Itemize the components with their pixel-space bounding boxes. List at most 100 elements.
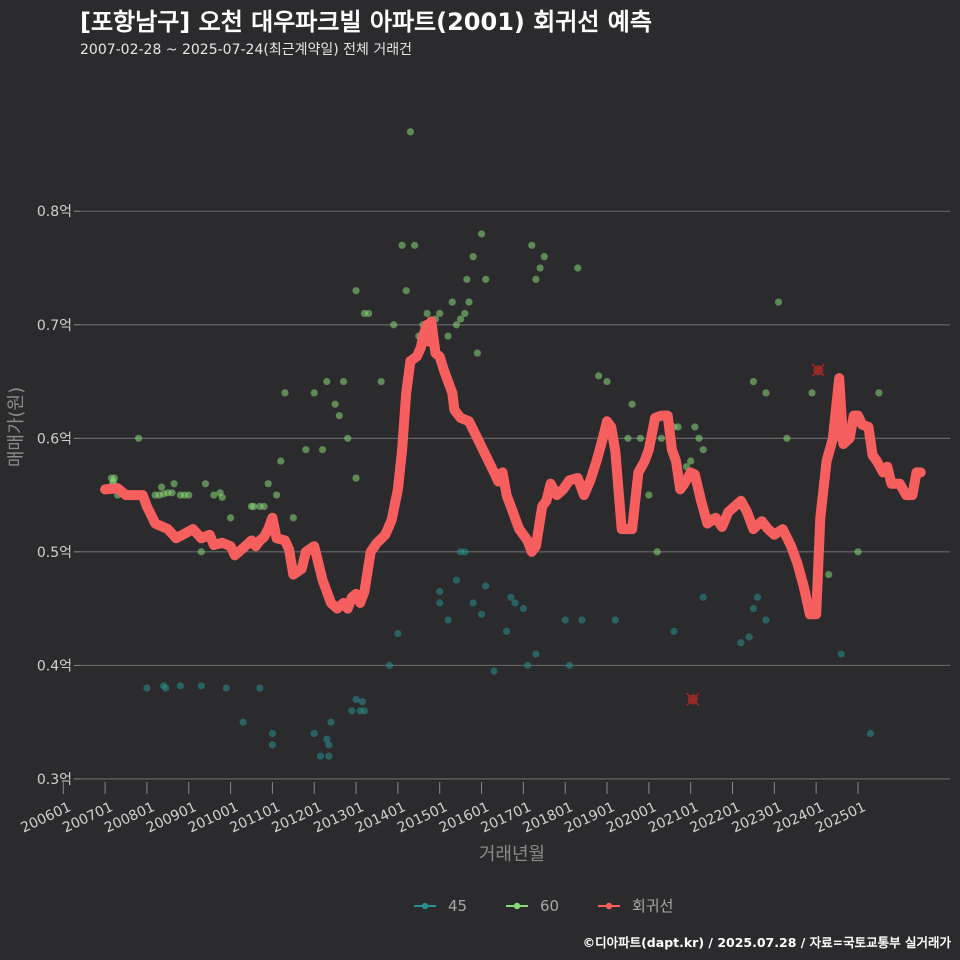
data-point-45 bbox=[143, 684, 151, 692]
data-point-45 bbox=[256, 684, 264, 692]
data-point-60 bbox=[452, 321, 461, 329]
data-point-45 bbox=[503, 627, 511, 635]
data-point-60 bbox=[469, 253, 477, 261]
data-point-45 bbox=[360, 707, 369, 715]
data-point-60 bbox=[783, 434, 791, 442]
x-axis-label: 거래년월 bbox=[479, 844, 545, 865]
data-point-60 bbox=[436, 309, 444, 318]
data-point-60 bbox=[657, 434, 665, 442]
data-point-60 bbox=[875, 389, 883, 397]
data-point-60 bbox=[691, 423, 699, 431]
legend-dot bbox=[421, 902, 429, 910]
data-point-45 bbox=[327, 718, 335, 726]
data-point-45 bbox=[578, 616, 586, 624]
y-tick-label: 0.3억 bbox=[37, 772, 72, 788]
data-point-45 bbox=[519, 605, 527, 613]
data-point-45 bbox=[753, 593, 762, 601]
data-point-60 bbox=[344, 434, 352, 442]
y-tick-label: 0.6억 bbox=[37, 431, 72, 447]
data-point-60 bbox=[854, 548, 862, 556]
data-point-60 bbox=[170, 480, 178, 488]
data-point-60 bbox=[335, 412, 343, 420]
data-point-60 bbox=[595, 372, 603, 380]
regression-line bbox=[100, 316, 926, 620]
data-point-60 bbox=[444, 332, 452, 340]
data-point-45 bbox=[866, 729, 875, 738]
y-tick-label: 0.8억 bbox=[37, 204, 72, 220]
data-point-45 bbox=[737, 639, 745, 647]
data-point-60 bbox=[377, 377, 385, 386]
outlier-cross bbox=[686, 692, 700, 706]
data-point-45 bbox=[477, 610, 486, 618]
data-point-60 bbox=[406, 128, 415, 136]
data-point-45 bbox=[394, 629, 402, 638]
legend-dot bbox=[513, 902, 521, 910]
data-point-60 bbox=[134, 434, 143, 442]
data-point-60 bbox=[310, 389, 318, 397]
data-point-60 bbox=[749, 377, 758, 386]
data-point-60 bbox=[249, 502, 258, 511]
data-point-60 bbox=[318, 446, 327, 454]
data-point-45 bbox=[469, 599, 477, 607]
data-point-60 bbox=[699, 446, 707, 454]
data-point-60 bbox=[110, 474, 118, 482]
data-point-60 bbox=[289, 514, 297, 522]
data-point-60 bbox=[226, 514, 235, 522]
data-point-60 bbox=[260, 502, 268, 511]
data-point-60 bbox=[331, 400, 339, 408]
data-point-45 bbox=[565, 661, 573, 669]
data-point-45 bbox=[461, 548, 469, 556]
data-point-60 bbox=[201, 480, 210, 488]
data-point-60 bbox=[168, 489, 176, 497]
data-point-60 bbox=[323, 377, 331, 386]
data-point-60 bbox=[210, 491, 218, 499]
data-point-60 bbox=[536, 264, 544, 272]
data-point-45 bbox=[268, 729, 277, 738]
data-point-60 bbox=[473, 349, 481, 357]
data-point-60 bbox=[482, 275, 490, 283]
data-point-60 bbox=[774, 298, 783, 306]
data-point-60 bbox=[477, 230, 486, 238]
source-caption: ©디아파트(dapt.kr) / 2025.07.28 / 자료=국토교통부 실… bbox=[583, 935, 952, 950]
data-point-45 bbox=[222, 684, 230, 692]
data-point-45 bbox=[611, 616, 619, 624]
regression-layer bbox=[100, 316, 926, 620]
data-point-60 bbox=[365, 309, 373, 318]
data-point-60 bbox=[423, 309, 431, 318]
data-point-45 bbox=[310, 729, 318, 738]
y-tick-label: 0.4억 bbox=[37, 658, 72, 674]
data-point-45 bbox=[762, 616, 770, 624]
data-point-60 bbox=[465, 298, 473, 306]
data-point-45 bbox=[507, 593, 515, 601]
data-point-45 bbox=[348, 707, 356, 715]
data-point-45 bbox=[749, 605, 758, 613]
data-point-45 bbox=[511, 599, 519, 607]
legend-item-회귀선: 회귀선 bbox=[598, 897, 673, 915]
gridlines bbox=[80, 210, 950, 780]
data-point-45 bbox=[436, 599, 444, 607]
data-point-45 bbox=[670, 627, 678, 635]
data-point-60 bbox=[157, 483, 166, 491]
data-point-60 bbox=[281, 389, 289, 397]
data-point-60 bbox=[277, 457, 285, 465]
data-point-60 bbox=[197, 548, 205, 556]
data-point-45 bbox=[561, 616, 569, 624]
data-point-60 bbox=[339, 377, 348, 386]
data-point-45 bbox=[197, 682, 205, 690]
data-point-60 bbox=[645, 491, 653, 499]
data-point-60 bbox=[603, 377, 611, 386]
data-point-45 bbox=[532, 650, 540, 658]
data-point-45 bbox=[325, 752, 333, 760]
data-point-60 bbox=[808, 389, 816, 397]
data-point-60 bbox=[352, 287, 360, 295]
data-point-60 bbox=[528, 241, 536, 249]
data-point-60 bbox=[532, 275, 540, 283]
data-point-60 bbox=[695, 434, 703, 442]
outlier-marker bbox=[811, 363, 825, 377]
data-point-45 bbox=[444, 616, 452, 624]
legend-label: 회귀선 bbox=[632, 897, 673, 915]
data-point-60 bbox=[185, 491, 193, 499]
data-point-45 bbox=[176, 682, 184, 690]
legend-label: 45 bbox=[448, 897, 467, 915]
